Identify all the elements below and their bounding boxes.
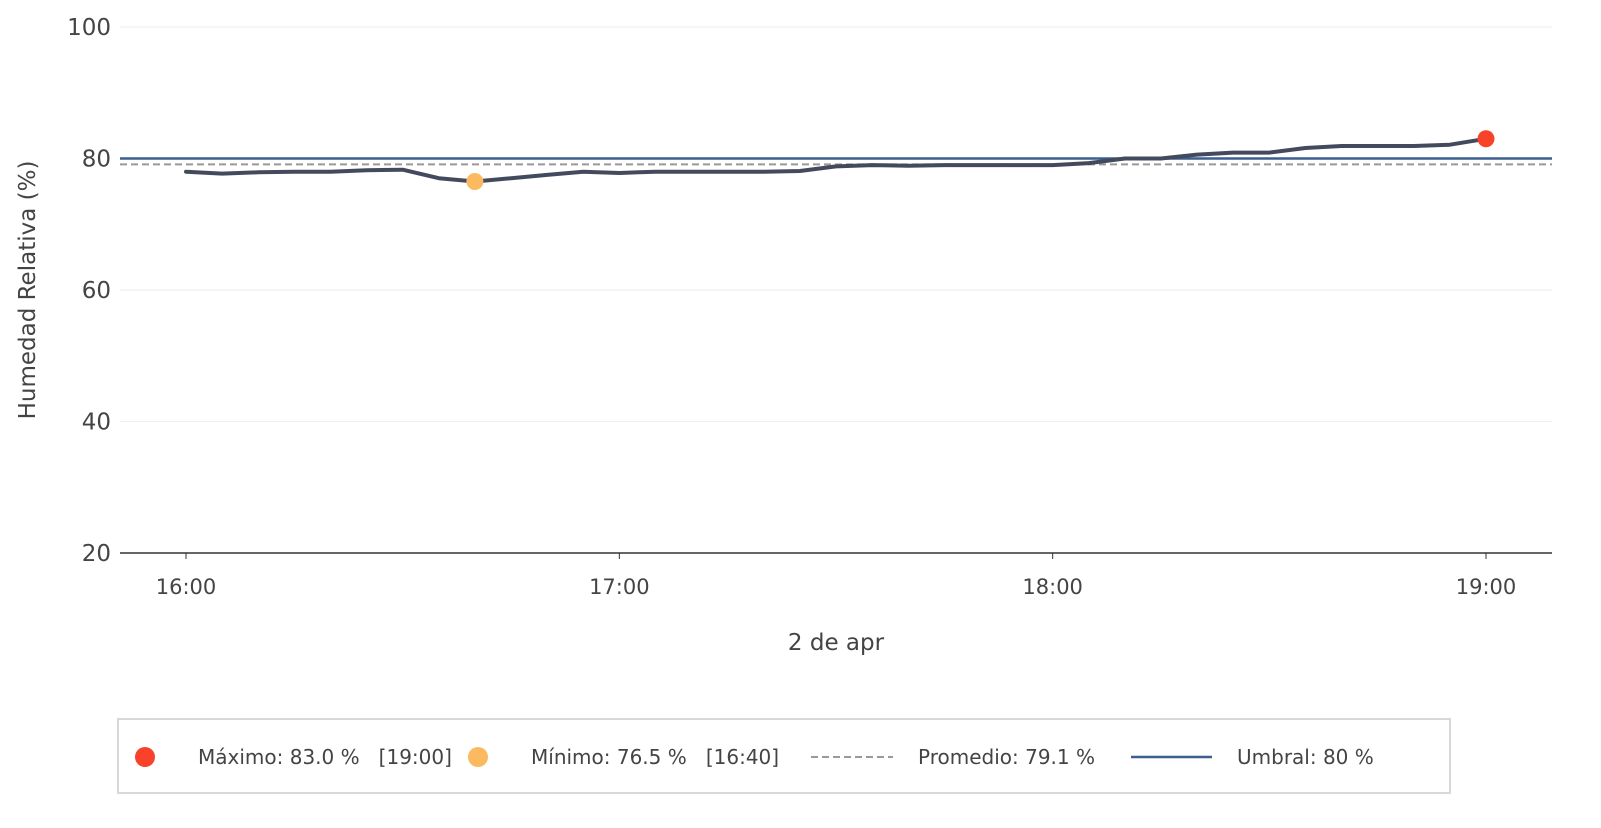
legend-box xyxy=(117,718,1451,794)
y-tick-label-60: 60 xyxy=(82,278,111,304)
x-tick-label-1800: 18:00 xyxy=(1022,575,1083,599)
y-tick-label-40: 40 xyxy=(82,410,111,436)
legend-min-label: Mínimo: 76.5 % [16:40] xyxy=(531,745,779,769)
y-tick-label-80: 80 xyxy=(82,147,111,173)
series-line-humidity xyxy=(184,136,1488,184)
legend-threshold-label: Umbral: 80 % xyxy=(1237,745,1374,769)
y-tick-label-20: 20 xyxy=(82,541,111,567)
x-axis-title: 2 de apr xyxy=(788,630,885,656)
y-tick-label-100: 100 xyxy=(67,15,111,41)
x-tick-label-1700: 17:00 xyxy=(589,575,650,599)
max-point-marker xyxy=(1477,130,1495,148)
x-tick-label-1600: 16:00 xyxy=(156,575,217,599)
x-tick-labels: 16:00 17:00 18:00 19:00 xyxy=(156,553,1517,599)
legend: Máximo: 83.0 % [19:00] Mínimo: 76.5 % [1… xyxy=(117,718,1451,794)
legend-max-label: Máximo: 83.0 % [19:00] xyxy=(198,745,452,769)
reference-lines xyxy=(120,157,1552,166)
legend-average-label: Promedio: 79.1 % xyxy=(918,745,1095,769)
legend-max-icon xyxy=(135,747,155,767)
y-axis-title: Humedad Relativa (%) xyxy=(15,161,41,420)
x-tick-label-1900: 19:00 xyxy=(1456,575,1517,599)
y-tick-labels: 20 40 60 80 100 xyxy=(67,15,111,567)
min-point-marker xyxy=(466,173,484,191)
legend-min-icon xyxy=(468,747,488,767)
grid xyxy=(120,26,1552,422)
